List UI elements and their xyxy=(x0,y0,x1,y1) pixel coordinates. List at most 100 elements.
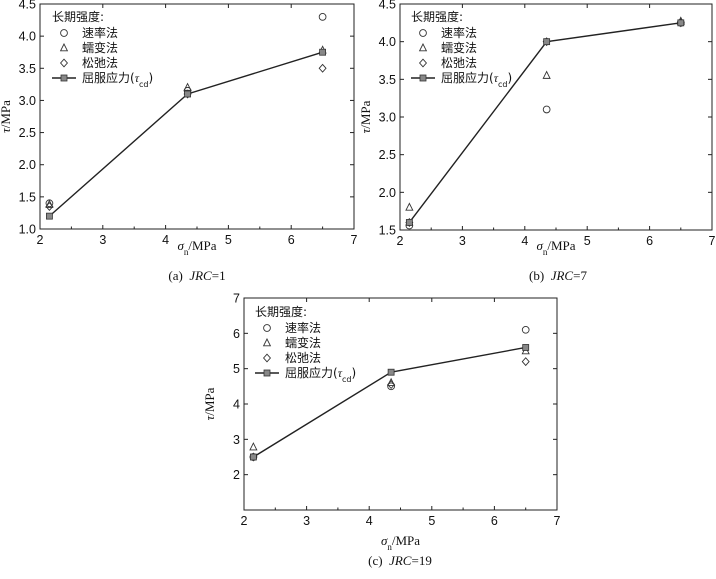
y-tick-label: 4.5 xyxy=(19,0,36,12)
x-axis-label: σn/MPa xyxy=(536,238,575,257)
data-point-triangle xyxy=(542,70,551,79)
legend-entry: 蠕变法 xyxy=(441,40,477,55)
panel-caption: (b) JRC=7 xyxy=(529,268,587,283)
x-tick-label: 7 xyxy=(351,233,358,247)
legend-entry: 屈服应力(τcd) xyxy=(82,70,153,89)
legend-entry: 速率法 xyxy=(441,25,477,40)
series-square-line xyxy=(249,344,530,461)
panel-caption: (c) JRC=19 xyxy=(368,553,432,568)
data-point-triangle xyxy=(249,442,258,451)
legend-entry: 蠕变法 xyxy=(82,40,118,55)
panel-c: 2 3 4 5 6 7 2 3 4 5 6 7 σn/MPa τ/MPa (c) JRC=19 长期强度:速率… xyxy=(202,292,561,569)
x-tick-label: 6 xyxy=(646,234,653,248)
y-tick-label: 2.0 xyxy=(379,186,396,200)
y-axis-label: τ/MPa xyxy=(202,387,217,420)
data-point-diamond xyxy=(521,357,530,367)
legend-title: 长期强度: xyxy=(255,304,307,319)
data-point-square-line xyxy=(543,38,551,46)
x-tick-label: 4 xyxy=(162,233,169,247)
y-tick-label: 3.5 xyxy=(19,62,36,76)
data-point-square-line xyxy=(184,90,191,98)
legend-entry: 速率法 xyxy=(285,320,321,335)
data-point-triangle xyxy=(405,202,414,211)
y-tick-label: 2 xyxy=(233,468,240,482)
series-square-line xyxy=(405,19,685,226)
legend-marker-triangle xyxy=(59,42,69,52)
data-point-diamond xyxy=(318,63,327,73)
legend-marker-square xyxy=(60,74,68,82)
legend-marker-diamond xyxy=(418,58,428,68)
y-tick-label: 4 xyxy=(233,398,240,412)
legend-marker-diamond xyxy=(262,353,272,363)
y-tick-label: 3.5 xyxy=(379,73,396,87)
data-point-square-line xyxy=(319,48,327,56)
x-tick-label: 7 xyxy=(709,234,716,248)
data-point-square-line xyxy=(522,344,530,351)
y-tick-label: 1.0 xyxy=(19,223,36,237)
legend-title: 长期强度: xyxy=(411,9,463,24)
x-tick-label: 4 xyxy=(366,514,373,528)
x-tick-label: 4 xyxy=(521,234,528,248)
data-point-diamond xyxy=(387,380,396,390)
x-tick-label: 2 xyxy=(241,514,248,528)
data-point-square-line xyxy=(249,453,257,461)
y-axis-label: τ/MPa xyxy=(0,100,13,133)
x-tick-label: 5 xyxy=(428,514,435,528)
x-axis-label: σn/MPa xyxy=(177,238,216,257)
data-point-circle xyxy=(387,382,395,391)
x-tick-label: 5 xyxy=(584,234,591,248)
y-tick-label: 1.5 xyxy=(19,190,36,204)
legend-marker-square xyxy=(263,369,271,377)
y-tick-label: 4.0 xyxy=(19,30,36,44)
legend-entry: 屈服应力(τcd) xyxy=(285,365,356,384)
y-tick-label: 3.0 xyxy=(379,111,396,125)
data-point-square-line xyxy=(405,219,413,226)
x-tick-label: 3 xyxy=(459,234,466,248)
legend-marker-diamond xyxy=(59,58,69,68)
legend-marker-circle xyxy=(263,324,271,332)
legend-marker-triangle xyxy=(418,42,428,52)
y-tick-label: 2.5 xyxy=(379,148,396,162)
x-tick-label: 6 xyxy=(491,514,498,528)
y-tick-label: 6 xyxy=(233,327,240,341)
y-tick-label: 4.5 xyxy=(379,0,396,12)
x-tick-label: 2 xyxy=(397,234,404,248)
data-point-square-line xyxy=(46,212,53,220)
y-tick-label: 3.0 xyxy=(19,94,36,108)
data-point-square-line xyxy=(677,19,685,27)
x-axis-label: σn/MPa xyxy=(381,533,420,552)
y-tick-label: 5 xyxy=(233,362,240,376)
y-axis-label: τ/MPa xyxy=(358,100,373,133)
data-point-square-line xyxy=(387,368,395,376)
y-tick-label: 7 xyxy=(233,292,240,306)
legend-marker-circle xyxy=(419,29,427,37)
data-point-diamond xyxy=(45,202,54,211)
data-point-circle xyxy=(318,13,327,21)
x-tick-label: 3 xyxy=(99,233,106,247)
y-tick-label: 4.0 xyxy=(379,35,396,49)
data-point-circle xyxy=(542,105,551,114)
legend-entry: 松弛法 xyxy=(285,351,321,365)
legend-title: 长期强度: xyxy=(52,9,104,24)
panel-b: 2 3 4 5 6 7 1.5 2.0 2.5 3.0 3.5 4.0 4.5 σn/MPa τ/MPa (b… xyxy=(358,0,716,283)
legend-entry: 速率法 xyxy=(82,25,118,40)
x-tick-label: 3 xyxy=(303,514,310,528)
x-tick-label: 6 xyxy=(288,233,295,247)
legend-entry: 屈服应力(τcd) xyxy=(441,70,512,89)
x-tick-label: 5 xyxy=(225,233,232,247)
x-tick-label: 7 xyxy=(554,514,561,528)
y-tick-label: 2.0 xyxy=(19,158,36,172)
panel-a: 2 3 4 5 6 7 1.0 1.5 2.0 2.5 3.0 3.5 4.0 4.5 σn/MPa τ/MP… xyxy=(0,0,358,283)
legend-marker-square xyxy=(419,74,427,82)
panel-caption: (a) JRC=1 xyxy=(168,268,225,283)
legend-marker-circle xyxy=(60,29,68,37)
y-tick-label: 3 xyxy=(233,433,240,447)
y-tick-label: 2.5 xyxy=(19,126,36,140)
y-tick-label: 1.5 xyxy=(379,224,396,238)
data-point-circle xyxy=(521,325,530,334)
series-square-line xyxy=(46,48,327,220)
